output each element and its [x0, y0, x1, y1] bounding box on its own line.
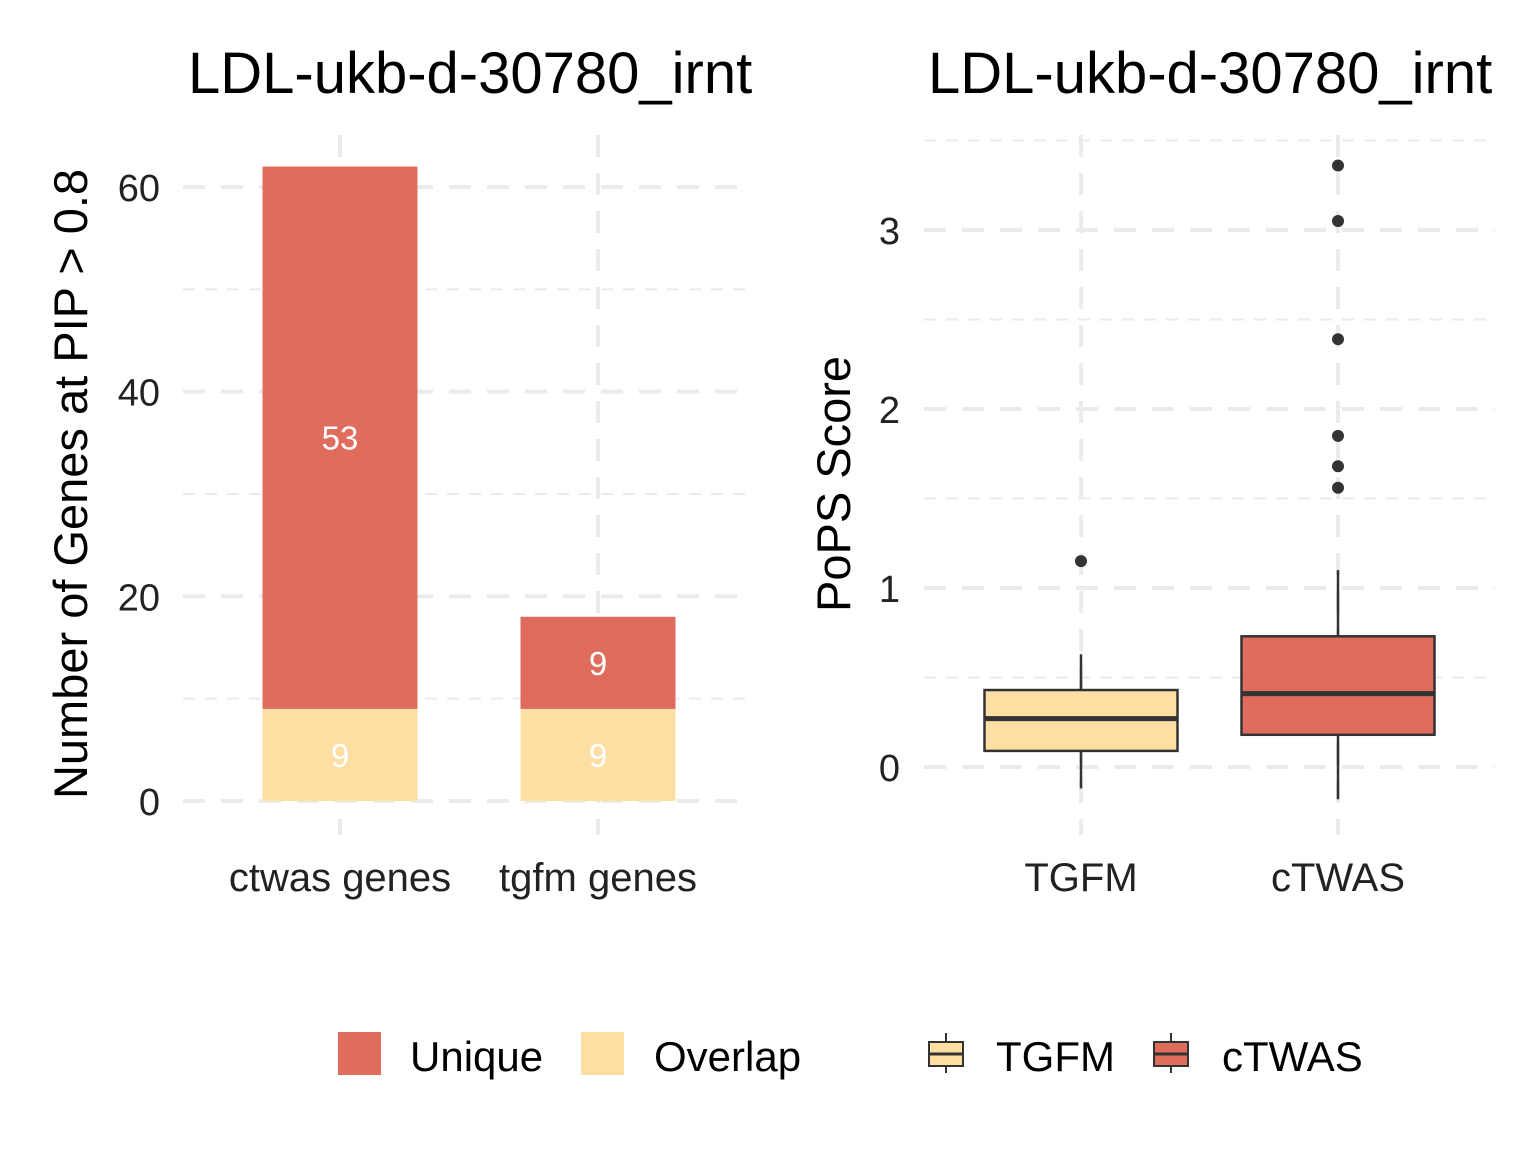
bar-unique [262, 166, 418, 709]
box-plot-legend: TGFM cTWAS [928, 1033, 1363, 1080]
bar-x-tick-label: tgfm genes [499, 856, 697, 900]
bar-y-tick-label: 20 [118, 577, 160, 619]
bar-overlap [520, 708, 676, 801]
box-outlier-point [1332, 215, 1344, 228]
box-plot-y-ticks: 0 1 2 3 [879, 211, 900, 790]
bar-chart-y-axis-label: Number of Genes at PIP > 0.8 [44, 169, 97, 799]
box-plot-gridlines [924, 135, 1495, 835]
legend-ctwas-key [1153, 1033, 1189, 1073]
box-plot-panel: 0 1 2 3 TGFM cTWAS LDL-ukb-d-30780_irnt PoPS… [807, 41, 1495, 900]
box-ctwas [1240, 635, 1436, 737]
legend-overlap-swatch [581, 1032, 624, 1075]
bar-y-tick-label: 60 [118, 168, 160, 210]
bar-chart-panel: 9 53 9 9 0 20 40 60 ctwas genes tgfm genes LDL-… [44, 41, 752, 900]
box-plot-title: LDL-ukb-d-30780_irnt [928, 41, 1492, 106]
box-y-tick-label: 2 [879, 390, 900, 432]
box-outlier-point [1332, 159, 1344, 172]
box-y-tick-label: 0 [879, 748, 900, 790]
bar-chart-title: LDL-ukb-d-30780_irnt [188, 41, 752, 106]
box-x-tick-label: cTWAS [1271, 856, 1405, 900]
legend-tgfm-key [928, 1033, 964, 1073]
box-outlier-point [1332, 333, 1344, 346]
bar-chart-data-labels: 9 53 9 9 [322, 420, 608, 774]
bar-data-label: 9 [589, 737, 607, 774]
legend-ctwas-label: cTWAS [1222, 1033, 1363, 1080]
bar-data-label: 53 [322, 420, 359, 457]
bar-y-tick-label: 0 [139, 782, 160, 824]
bar-x-tick-label: ctwas genes [229, 856, 451, 900]
bar-chart-y-ticks: 0 20 40 60 [118, 168, 160, 824]
box-plot-x-ticks: TGFM cTWAS [1024, 856, 1405, 900]
bar-chart-bars [262, 166, 676, 801]
bar-data-label: 9 [331, 737, 349, 774]
bar-y-tick-label: 40 [118, 373, 160, 415]
box-y-tick-label: 3 [879, 211, 900, 253]
box-y-tick-label: 1 [879, 569, 900, 611]
box-x-tick-label: TGFM [1024, 856, 1137, 900]
bar-chart-x-ticks: ctwas genes tgfm genes [229, 856, 697, 900]
bar-data-label: 9 [589, 645, 607, 682]
bar-overlap [262, 708, 418, 801]
box-outlier-point [1332, 429, 1344, 442]
legend-tgfm-label: TGFM [996, 1033, 1115, 1080]
legend-overlap-label: Overlap [654, 1033, 801, 1080]
legend-unique-swatch [338, 1032, 381, 1075]
box-plot-y-axis-label: PoPS Score [807, 356, 860, 612]
box-outlier-point [1075, 555, 1087, 568]
bar-chart-legend: Unique Overlap [338, 1032, 801, 1080]
box-outlier-point [1332, 481, 1344, 494]
box-plot-boxes [983, 159, 1436, 800]
legend-unique-label: Unique [410, 1033, 543, 1080]
box-outlier-point [1332, 460, 1344, 473]
bar-unique [520, 616, 676, 709]
